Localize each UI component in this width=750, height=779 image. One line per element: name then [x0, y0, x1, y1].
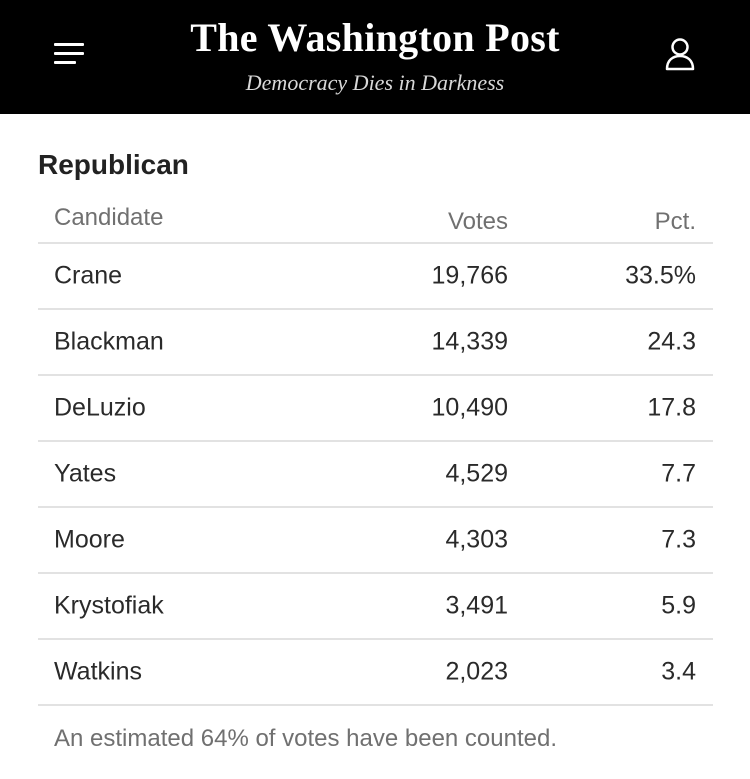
table-header-row: Candidate Votes Pct.	[38, 198, 713, 244]
menu-line	[54, 52, 84, 55]
candidate-votes: 10,490	[431, 393, 508, 422]
brand-logo[interactable]: The Washington Post	[190, 15, 560, 60]
candidate-votes: 3,491	[445, 591, 508, 620]
candidate-pct: 7.7	[661, 459, 696, 488]
column-header-votes: Votes	[447, 208, 508, 235]
column-header-pct: Pct.	[654, 208, 696, 235]
masthead: The Washington Post Democracy Dies in Da…	[0, 0, 750, 114]
candidate-votes: 19,766	[431, 261, 508, 290]
candidate-pct: 33.5%	[625, 261, 696, 290]
table-row: Watkins 2,023 3.4	[38, 640, 713, 706]
candidate-pct: 3.4	[661, 657, 696, 686]
menu-line	[54, 43, 84, 46]
table-row: Crane 19,766 33.5%	[38, 244, 713, 310]
tagline: Democracy Dies in Darkness	[245, 70, 505, 95]
candidate-votes: 2,023	[445, 657, 508, 686]
candidate-votes: 4,529	[445, 459, 508, 488]
table-row: Moore 4,303 7.3	[38, 508, 713, 574]
menu-line	[54, 61, 76, 64]
party-title: Republican	[38, 149, 189, 180]
results-table: Candidate Votes Pct. Crane 19,766 33.5% …	[38, 198, 713, 706]
table-row: Krystofiak 3,491 5.9	[38, 574, 713, 640]
candidate-name: Moore	[54, 525, 125, 554]
table-row: Yates 4,529 7.7	[38, 442, 713, 508]
table-row: Blackman 14,339 24.3	[38, 310, 713, 376]
candidate-votes: 14,339	[431, 327, 508, 356]
candidate-pct: 17.8	[647, 393, 696, 422]
hamburger-menu-icon[interactable]	[52, 40, 88, 68]
candidate-name: Blackman	[54, 327, 164, 356]
column-header-candidate: Candidate	[54, 204, 164, 231]
table-row: DeLuzio 10,490 17.8	[38, 376, 713, 442]
user-account-svg	[665, 38, 695, 71]
candidate-name: Yates	[54, 459, 117, 488]
candidate-pct: 5.9	[661, 591, 696, 620]
candidate-pct: 7.3	[661, 525, 696, 554]
candidate-name: DeLuzio	[54, 393, 146, 422]
votes-counted-note: An estimated 64% of votes have been coun…	[54, 725, 558, 752]
candidate-name: Watkins	[54, 657, 142, 686]
candidate-name: Crane	[54, 261, 123, 290]
candidate-pct: 24.3	[647, 327, 696, 356]
user-account-icon[interactable]	[662, 36, 698, 72]
candidate-name: Krystofiak	[54, 591, 164, 620]
candidate-votes: 4,303	[445, 525, 508, 554]
